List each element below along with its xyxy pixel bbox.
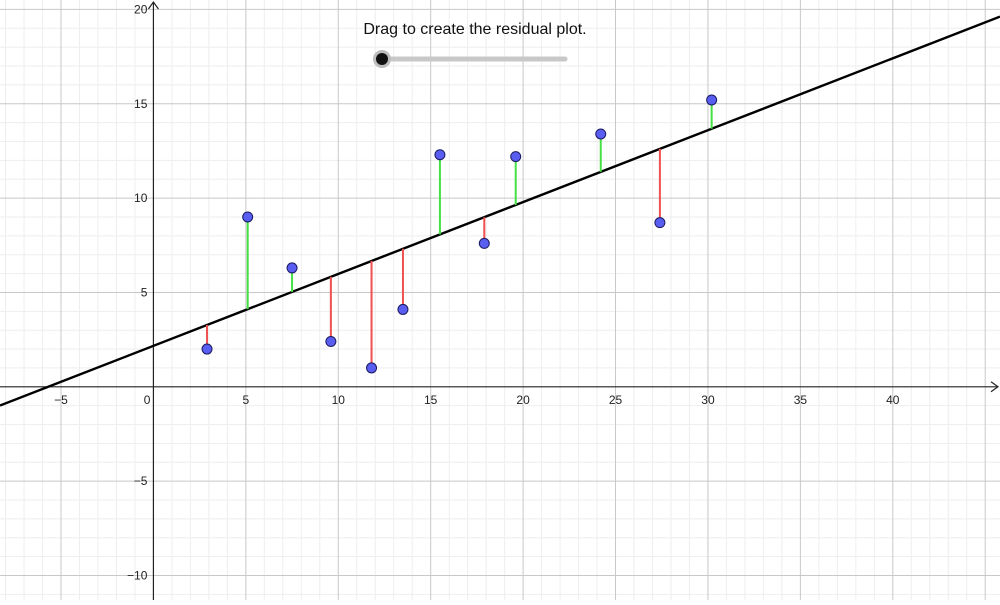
- y-tick-label: −10: [127, 568, 148, 582]
- data-point[interactable]: [286, 262, 298, 274]
- data-point[interactable]: [510, 151, 522, 163]
- x-tick-label: 20: [516, 393, 530, 407]
- x-tick-label: 5: [242, 393, 249, 407]
- x-tick-label: 0: [144, 393, 151, 407]
- data-point[interactable]: [478, 237, 490, 249]
- regression-line: [0, 15, 1000, 407]
- x-tick-label: 25: [609, 393, 623, 407]
- x-tick-label: 15: [424, 393, 438, 407]
- tick-labels: −5 0 5 10 15 20 25 30 35 40 −10 −5 5 10 15 20: [54, 2, 900, 582]
- x-tick-label: 30: [701, 393, 715, 407]
- data-points: [201, 94, 718, 374]
- y-axis-arrow: [147, 0, 159, 10]
- data-point[interactable]: [706, 94, 718, 106]
- x-axis-arrow: [990, 381, 1000, 393]
- data-point[interactable]: [366, 362, 378, 374]
- y-tick-label: 10: [134, 191, 148, 205]
- data-point[interactable]: [242, 211, 254, 223]
- data-point[interactable]: [397, 303, 409, 315]
- x-tick-label: 40: [886, 393, 900, 407]
- y-tick-label: −5: [134, 474, 148, 488]
- y-tick-label: 15: [134, 97, 148, 111]
- data-point[interactable]: [201, 343, 213, 355]
- data-point[interactable]: [654, 217, 666, 229]
- residual-slider[interactable]: Drag to create the residual plot.: [363, 21, 587, 68]
- y-tick-label: 20: [134, 2, 148, 16]
- y-tick-label: 5: [141, 285, 148, 299]
- data-point[interactable]: [434, 149, 446, 161]
- regression-line-layer: [0, 15, 1000, 407]
- slider-knob[interactable]: [376, 53, 388, 65]
- data-point[interactable]: [325, 336, 337, 348]
- slider-caption: Drag to create the residual plot.: [363, 21, 586, 38]
- data-point[interactable]: [595, 128, 607, 140]
- x-tick-label: 10: [332, 393, 346, 407]
- x-tick-label: 35: [794, 393, 808, 407]
- x-tick-label: −5: [54, 393, 68, 407]
